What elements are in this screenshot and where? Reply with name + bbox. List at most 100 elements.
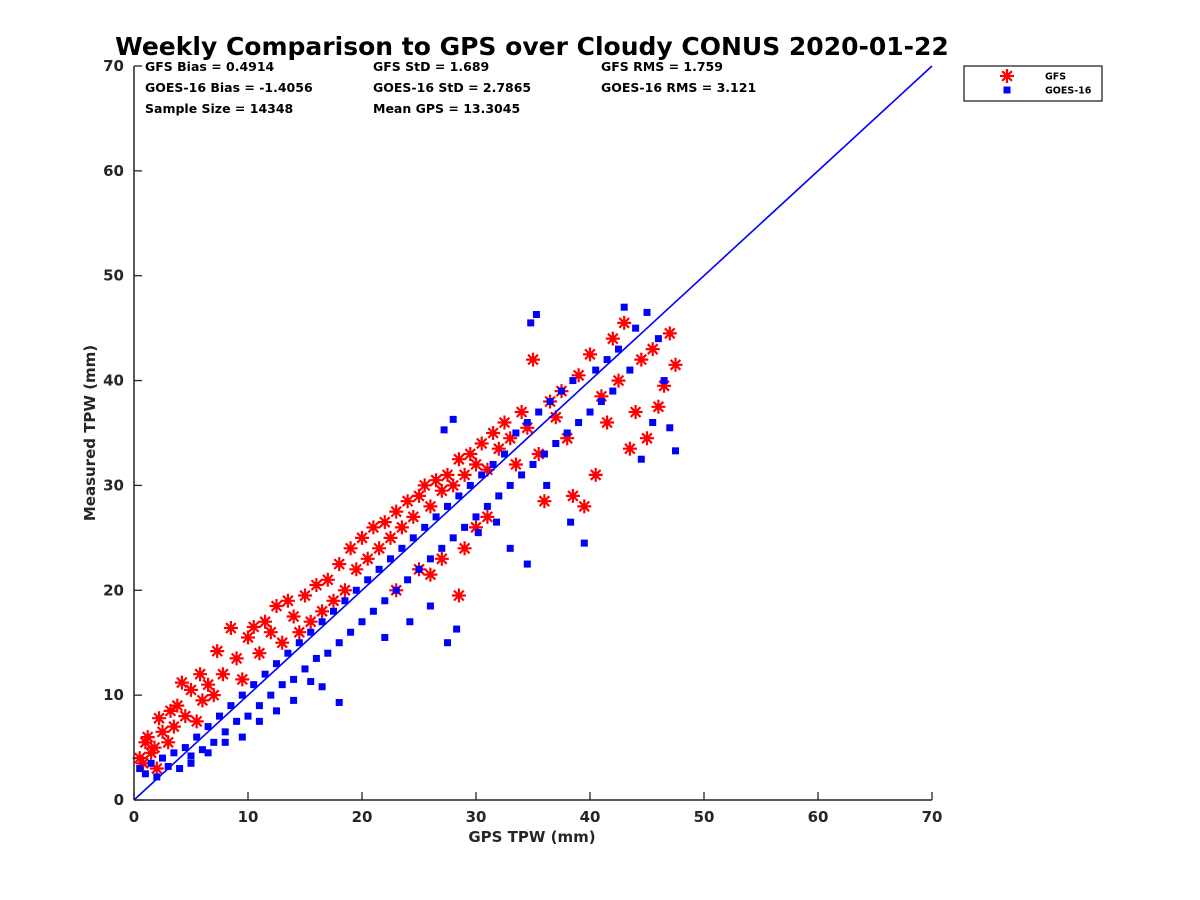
goes16-point <box>660 377 668 385</box>
goes16-point <box>358 618 366 626</box>
goes16-point <box>398 544 406 552</box>
gfs-point <box>497 415 512 430</box>
gfs-point <box>611 373 626 388</box>
x-tick-label: 70 <box>922 808 943 826</box>
gfs-point <box>605 331 620 346</box>
goes16-point <box>444 502 451 510</box>
goes16-point <box>649 419 657 427</box>
gfs-point <box>651 399 666 414</box>
gfs-point <box>565 488 580 503</box>
gfs-point <box>429 473 444 488</box>
gfs-point <box>560 431 575 446</box>
gfs-point <box>480 509 495 524</box>
x-axis-ticks: 0 10 20 30 40 50 60 70 <box>129 792 943 826</box>
gfs-point <box>337 583 352 598</box>
x-tick-label: 60 <box>808 808 829 826</box>
goes16-point <box>176 765 184 773</box>
gfs-point <box>451 588 466 603</box>
y-tick-label: 0 <box>114 791 124 809</box>
gfs-point <box>258 614 273 629</box>
gfs-point <box>394 520 409 535</box>
goes16-point <box>474 529 482 537</box>
y-axis-ticks: 0 10 20 30 40 50 60 70 <box>103 57 142 809</box>
gfs-point <box>170 698 185 713</box>
gfs-point <box>383 530 398 545</box>
legend-label: GFS <box>1045 72 1066 83</box>
goes16-point <box>301 665 309 673</box>
goes16-point <box>335 639 343 647</box>
goes16-point <box>540 450 548 458</box>
goes16-point <box>193 733 201 741</box>
goes16-point <box>347 628 355 636</box>
goes16-point <box>432 513 440 521</box>
gfs-point <box>229 651 244 666</box>
gfs-point <box>503 431 518 446</box>
gfs-point <box>136 756 151 771</box>
x-tick-label: 30 <box>466 808 487 826</box>
goes16-point <box>523 419 531 427</box>
gfs-point <box>210 644 225 659</box>
goes16-point <box>238 733 246 741</box>
goes16-point <box>580 539 588 547</box>
goes16-point <box>290 675 298 683</box>
goes16-point <box>312 654 320 662</box>
goes16-point <box>318 683 326 691</box>
goes16-point <box>381 633 389 641</box>
goes16-point <box>575 419 583 427</box>
goes16-point <box>159 754 166 762</box>
goes16-point <box>527 319 535 327</box>
gfs-point <box>303 614 318 629</box>
gfs-point <box>491 441 506 456</box>
legend-gfs-marker <box>1000 69 1014 83</box>
goes16-point <box>153 773 161 781</box>
goes16-point <box>381 597 389 605</box>
gfs-point <box>144 745 159 760</box>
goes16-point <box>535 408 543 416</box>
goes16-point <box>170 749 178 757</box>
goes16-point <box>204 723 212 731</box>
goes16-point <box>273 660 280 668</box>
goes16-point <box>546 398 554 406</box>
goes16-point <box>455 492 463 500</box>
gfs-point <box>309 578 324 592</box>
x-axis-label: GPS TPW (mm) <box>468 828 595 846</box>
goes16-point <box>375 565 383 573</box>
goes16-point <box>523 560 531 568</box>
goes16-point <box>654 335 662 343</box>
goes16-point <box>233 717 241 725</box>
goes16-point <box>404 576 412 584</box>
goes16-point <box>626 366 634 374</box>
goes16-point <box>483 502 491 510</box>
y-tick-label: 70 <box>103 57 124 75</box>
goes16-point <box>341 597 349 605</box>
stat-text: GFS Bias = 0.4914 <box>145 59 275 74</box>
gfs-point <box>640 431 654 446</box>
goes16-point <box>478 471 486 479</box>
goes16-point <box>453 625 461 633</box>
gfs-point <box>140 730 155 745</box>
goes16-point <box>438 544 446 552</box>
goes16-point <box>637 455 645 463</box>
gfs-point <box>263 625 278 640</box>
gfs-point <box>617 315 632 330</box>
gfs-point <box>252 646 267 661</box>
gfs-point <box>332 557 347 572</box>
goes16-point <box>529 460 537 468</box>
gfs-point <box>326 593 341 608</box>
goes16-point <box>187 752 195 760</box>
goes16-point <box>352 586 360 594</box>
goes16-point <box>552 439 560 447</box>
goes16-point <box>449 415 457 423</box>
goes16-point <box>255 702 263 710</box>
goes16-point <box>615 345 622 353</box>
goes16-point <box>164 762 172 770</box>
goes16-point <box>387 555 394 563</box>
stat-text: GFS RMS = 1.759 <box>601 59 723 74</box>
gfs-point <box>343 541 358 556</box>
gfs-point <box>246 620 261 634</box>
gfs-point <box>588 467 603 482</box>
goes16-point <box>227 702 235 710</box>
gfs-point <box>457 467 472 482</box>
gfs-point <box>161 735 176 750</box>
gfs-point <box>446 478 461 493</box>
